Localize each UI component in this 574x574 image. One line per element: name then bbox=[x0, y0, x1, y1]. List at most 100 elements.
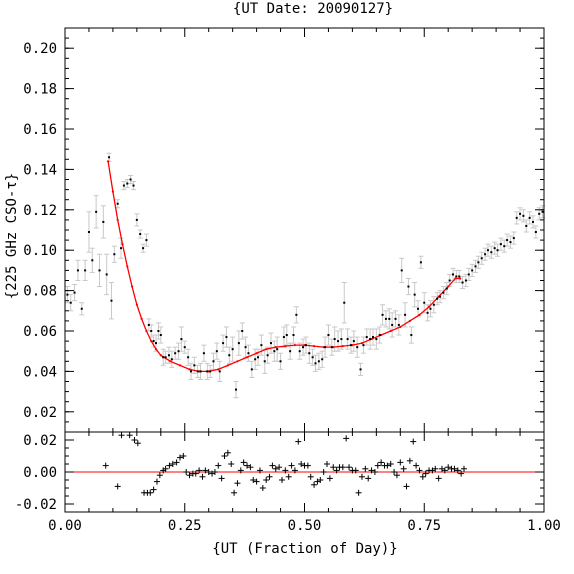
data-point bbox=[235, 388, 238, 391]
data-point bbox=[76, 269, 79, 272]
residual-point bbox=[400, 465, 407, 472]
residual-point bbox=[343, 435, 350, 442]
data-point bbox=[199, 370, 202, 373]
residual-y-tick-label: 0.00 bbox=[23, 465, 57, 481]
fit-point bbox=[341, 345, 344, 348]
residual-point bbox=[387, 461, 394, 467]
x-tick-label: 0.00 bbox=[48, 518, 82, 534]
data-point bbox=[193, 364, 196, 367]
data-point bbox=[451, 273, 454, 276]
data-point bbox=[484, 253, 487, 256]
fit-point bbox=[389, 329, 392, 333]
fit-point bbox=[130, 285, 134, 288]
data-point bbox=[480, 257, 483, 260]
residual-point bbox=[118, 432, 125, 439]
data-point bbox=[250, 368, 253, 371]
residual-point bbox=[162, 465, 169, 472]
residual-point bbox=[330, 464, 337, 471]
y-tick-label: 0.18 bbox=[23, 82, 57, 98]
residual-point bbox=[150, 486, 157, 493]
data-point bbox=[477, 261, 480, 264]
data-point bbox=[490, 251, 493, 254]
residual-point bbox=[355, 489, 362, 496]
residual-point bbox=[419, 473, 426, 480]
fit-point bbox=[159, 354, 162, 357]
residual-point bbox=[218, 475, 225, 482]
fit-point bbox=[178, 364, 182, 367]
data-point bbox=[522, 214, 525, 217]
data-point bbox=[365, 336, 368, 339]
fit-point bbox=[399, 325, 402, 329]
data-point bbox=[254, 358, 257, 361]
residual-point bbox=[346, 464, 353, 471]
data-point bbox=[369, 338, 372, 341]
data-point bbox=[302, 346, 305, 349]
data-point bbox=[404, 313, 407, 316]
data-point bbox=[196, 370, 199, 373]
data-point bbox=[410, 334, 413, 337]
data-point bbox=[519, 212, 522, 215]
data-point bbox=[356, 346, 359, 349]
residual-point bbox=[134, 440, 141, 447]
data-point bbox=[531, 220, 534, 223]
fit-point bbox=[284, 345, 287, 348]
fit-point bbox=[418, 313, 421, 316]
data-point bbox=[102, 220, 105, 223]
data-point bbox=[349, 344, 352, 347]
data-point bbox=[308, 352, 311, 355]
data-point bbox=[503, 245, 506, 248]
residual-point bbox=[199, 473, 206, 480]
fit-point bbox=[245, 356, 249, 359]
data-point bbox=[129, 178, 132, 181]
data-point bbox=[515, 216, 518, 219]
data-point bbox=[183, 346, 186, 349]
fit-point bbox=[274, 346, 277, 349]
residual-point bbox=[339, 464, 346, 471]
residual-point bbox=[393, 472, 400, 479]
data-point bbox=[260, 344, 263, 347]
data-point bbox=[525, 224, 528, 227]
fit-point bbox=[293, 344, 297, 347]
fit-point bbox=[116, 218, 119, 221]
data-point bbox=[95, 210, 98, 213]
residual-point bbox=[371, 469, 378, 475]
data-point bbox=[147, 323, 150, 326]
data-point bbox=[167, 354, 170, 357]
residual-point bbox=[253, 478, 260, 485]
data-point bbox=[317, 360, 320, 363]
residual-point bbox=[247, 464, 254, 471]
fit-point bbox=[447, 285, 450, 288]
fit-point bbox=[150, 340, 153, 343]
data-point bbox=[285, 334, 288, 337]
data-point bbox=[359, 368, 362, 371]
data-point bbox=[439, 295, 442, 298]
residual-point bbox=[131, 437, 138, 443]
data-point bbox=[378, 334, 381, 337]
data-point bbox=[445, 287, 448, 290]
data-point bbox=[304, 344, 307, 347]
fit-curve bbox=[107, 161, 461, 373]
data-point bbox=[397, 323, 400, 326]
residual-point bbox=[298, 461, 305, 467]
residual-point bbox=[324, 461, 331, 467]
residual-point bbox=[458, 470, 465, 477]
residual-point bbox=[266, 473, 273, 480]
fit-point bbox=[265, 348, 268, 351]
residual-point bbox=[263, 477, 270, 483]
x-tick-label: 0.25 bbox=[168, 518, 202, 534]
residual-point bbox=[211, 469, 218, 475]
data-point bbox=[471, 269, 474, 272]
residual-point bbox=[352, 467, 359, 474]
data-point bbox=[209, 370, 212, 373]
data-point bbox=[461, 281, 464, 284]
tau-plot-panel: 0.02 0.04 0.06 0.08 0.10 0.12 0.14 0.16 0.18 0.20 bbox=[23, 27, 546, 433]
residual-point bbox=[269, 462, 276, 469]
x-tick-label: 0.75 bbox=[407, 518, 441, 534]
data-point bbox=[429, 307, 432, 310]
residual-point bbox=[192, 470, 199, 477]
data-point bbox=[493, 247, 496, 250]
x-axis-label: {UT (Fraction of Day)} bbox=[212, 541, 397, 557]
data-point bbox=[417, 307, 420, 310]
residual-point bbox=[362, 465, 369, 472]
